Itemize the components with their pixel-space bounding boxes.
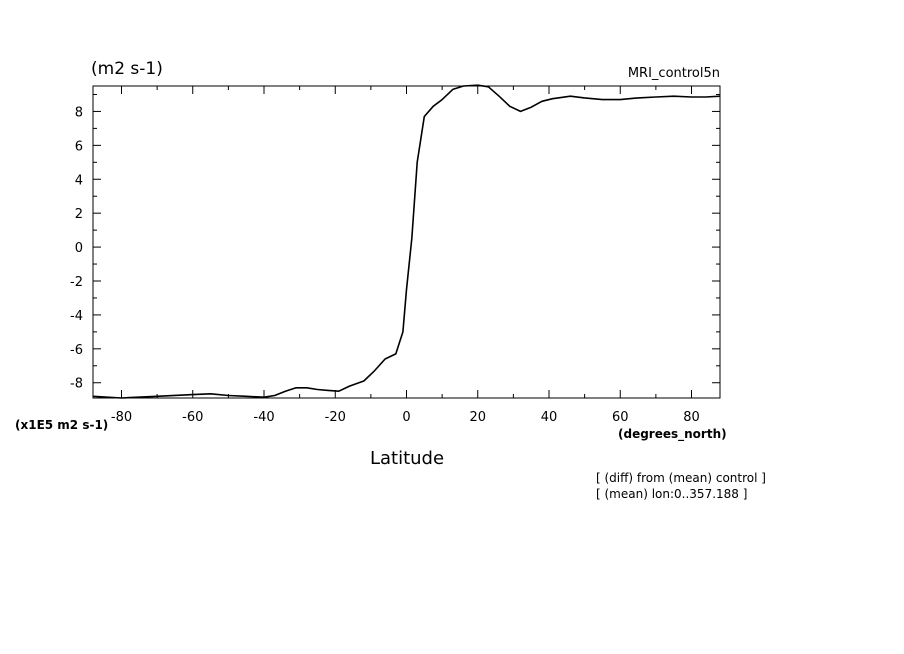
x-tick-label: 80 — [683, 410, 700, 425]
x-tick-label: 60 — [612, 410, 629, 425]
y-tick-label: 8 — [75, 105, 83, 120]
units-title: (m2 s-1) — [91, 59, 163, 79]
series-lines — [92, 84, 721, 399]
x-tick-label: 0 — [402, 410, 410, 425]
x-tick-label: -80 — [111, 410, 132, 425]
x-axis-title: Latitude — [370, 448, 444, 469]
x-tick-label: -20 — [325, 410, 346, 425]
plot-frame — [92, 85, 721, 399]
y-tick-label: 4 — [75, 173, 83, 188]
y-tick-label: -2 — [70, 275, 83, 290]
series-line-0 — [92, 84, 721, 399]
x-tick-label: 20 — [469, 410, 486, 425]
x-tick-labels: -80 -60 -40 -20 0 20 40 60 80 — [111, 410, 700, 425]
tick-marks — [93, 86, 720, 398]
x-tick-label: 40 — [541, 410, 558, 425]
y-tick-label: -6 — [70, 343, 83, 358]
y-tick-label: 0 — [75, 241, 83, 256]
x-tick-label: -40 — [253, 410, 274, 425]
y-scale-label: (x1E5 m2 s-1) — [15, 418, 108, 432]
run-name: MRI_control5n — [628, 66, 720, 81]
x-tick-label: -60 — [182, 410, 203, 425]
y-tick-labels: -8 -6 -4 -2 0 2 4 6 8 — [70, 105, 83, 391]
y-tick-label: -4 — [70, 309, 83, 324]
note-diff: [ (diff) from (mean) control ] — [596, 471, 766, 485]
x-units-label: (degrees_north) — [618, 427, 727, 442]
y-tick-label: 6 — [75, 139, 83, 154]
y-tick-label: 2 — [75, 207, 83, 222]
y-tick-label: -8 — [70, 377, 83, 392]
note-mean: [ (mean) lon:0..357.188 ] — [596, 487, 747, 501]
